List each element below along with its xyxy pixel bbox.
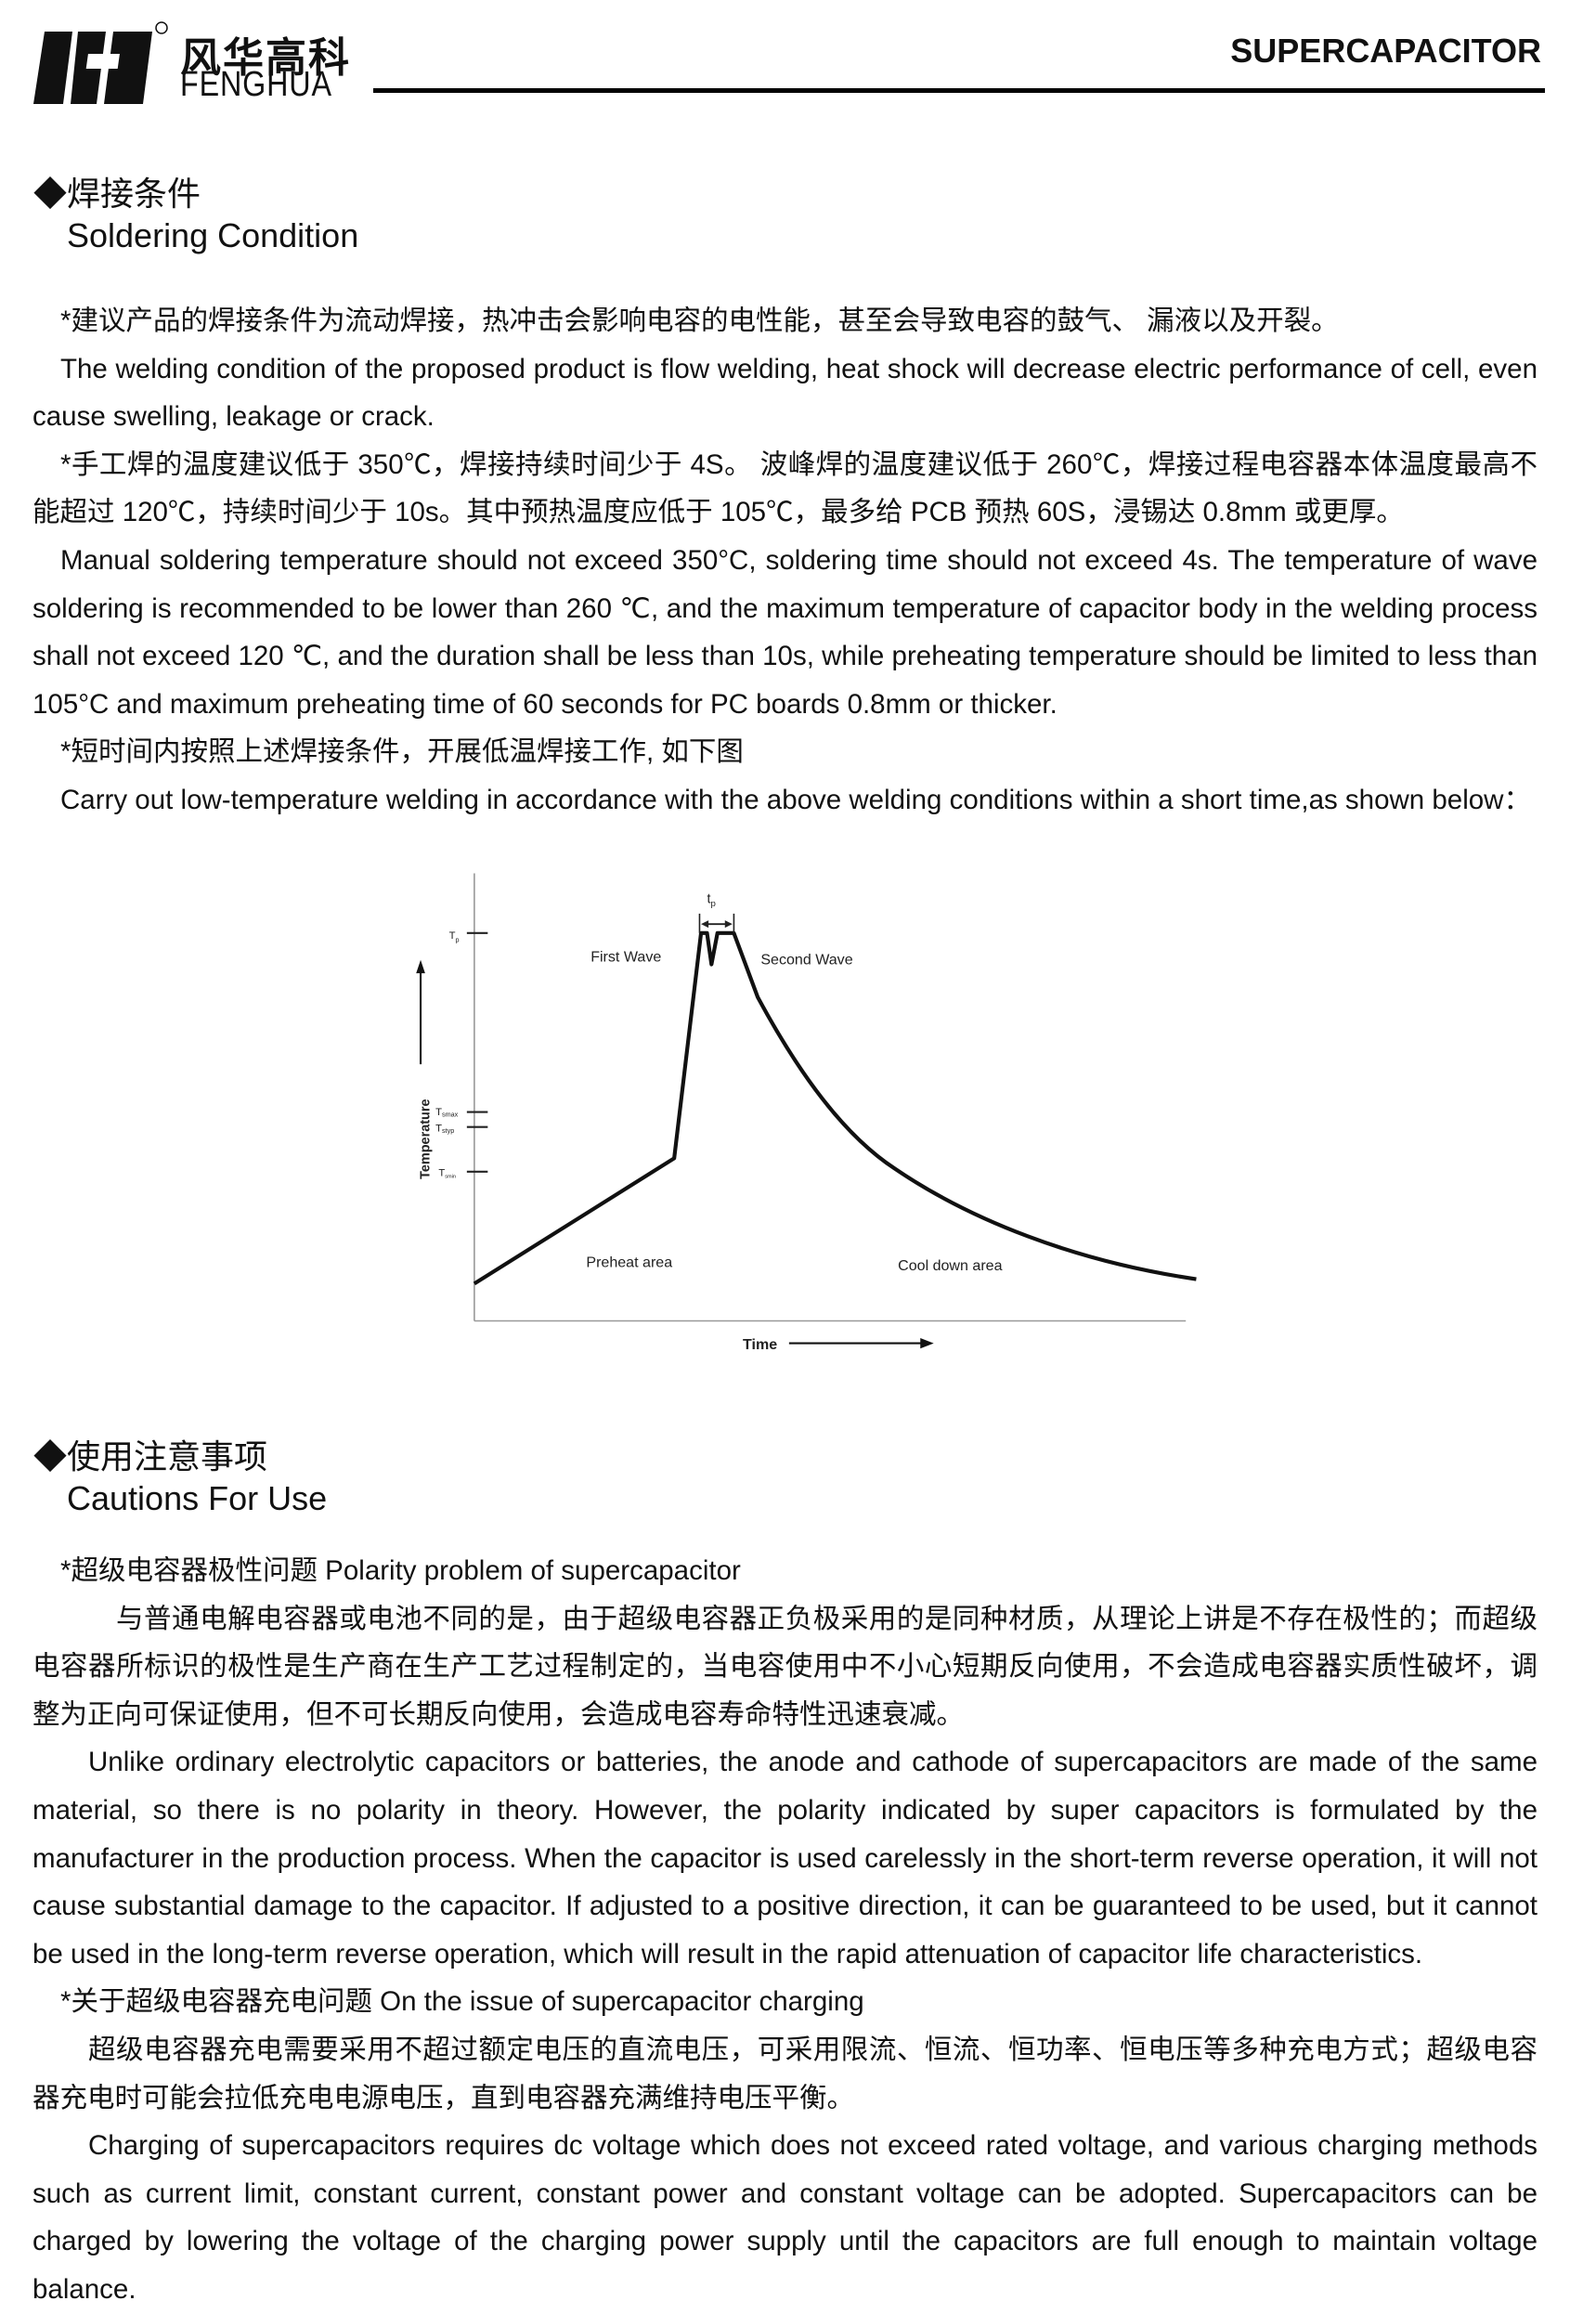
- first-wave-label: First Wave: [590, 948, 661, 965]
- tick-label-tsmax: Tsmax: [435, 1107, 459, 1119]
- cautions-heading-en: Cautions For Use: [67, 1479, 328, 1517]
- soldering-heading-cn: ◆焊接条件: [33, 175, 201, 213]
- polarity-en: Unlike ordinary electrolytic capacitors …: [32, 1747, 1538, 1970]
- tp-label: tp: [707, 892, 716, 909]
- temperature-profile-curve: [473, 930, 1197, 1286]
- soldering-p2-cn: *手工焊的温度建议低于 350℃，焊接持续时间少于 4S。 波峰焊的温度建议低于…: [32, 448, 1538, 528]
- tick-label-tstyp: Tstyp: [435, 1123, 454, 1135]
- soldering-p1-en: The welding condition of the proposed pr…: [32, 353, 1538, 433]
- x-axis-label: Time: [743, 1336, 777, 1353]
- soldering-p2-en: Manual soldering temperature should not …: [32, 544, 1538, 720]
- soldering-p3-cn: *短时间内按照上述焊接条件，开展低温焊接工作, 如下图: [60, 736, 744, 768]
- header-rule: [373, 88, 1545, 93]
- fenghua-logo-icon: [33, 21, 168, 104]
- charging-cn: 超级电容器充电需要采用不超过额定电压的直流电压，可采用限流、恒流、恒功率、恒电压…: [32, 2034, 1538, 2113]
- brand-name-cn: 风华高科: [180, 35, 351, 81]
- soldering-p3-en: Carry out low-temperature welding in acc…: [60, 784, 1531, 815]
- tp-arrow-left-icon: [701, 920, 709, 929]
- soldering-p1-cn: *建议产品的焊接条件为流动焊接，热冲击会影响电容的电性能，甚至会导致电容的鼓气、…: [60, 306, 1339, 336]
- charging-title: *关于超级电容器充电问题 On the issue of supercapaci…: [60, 1986, 864, 2018]
- tp-arrow-right-icon: [724, 920, 733, 929]
- tick-label-tsmin: Tsmin: [438, 1168, 456, 1180]
- soldering-heading-en: Soldering Condition: [67, 216, 359, 254]
- document-title: SUPERCAPACITOR: [1230, 32, 1541, 70]
- up-arrow-icon: [416, 959, 425, 974]
- y-axis-label: Temperature: [419, 1098, 434, 1178]
- cautions-body: *超级电容器极性问题 Polarity problem of supercapa…: [32, 1547, 1538, 2314]
- wave-soldering-profile-diagram: Tp Tsmax Tstyp Tsmin tp First Wave Secon…: [416, 873, 1197, 1353]
- right-arrow-icon: [920, 1337, 934, 1349]
- second-wave-label: Second Wave: [760, 952, 852, 968]
- brand-name-en: FENGHUA: [180, 65, 332, 104]
- charging-en: Charging of supercapacitors requires dc …: [32, 2130, 1538, 2305]
- cool-down-area-label: Cool down area: [898, 1257, 1002, 1274]
- polarity-cn: 与普通电解电容器或电池不同的是，由于超级电容器正负极采用的是同种材质，从理论上讲…: [32, 1603, 1538, 1730]
- cautions-heading-cn: ◆使用注意事项: [33, 1437, 268, 1476]
- polarity-title: *超级电容器极性问题 Polarity problem of supercapa…: [60, 1555, 741, 1586]
- soldering-body: *建议产品的焊接条件为流动焊接，热冲击会影响电容的电性能，甚至会导致电容的鼓气、…: [32, 297, 1538, 825]
- preheat-area-label: Preheat area: [586, 1254, 672, 1271]
- tick-label-tp: Tp: [449, 930, 460, 943]
